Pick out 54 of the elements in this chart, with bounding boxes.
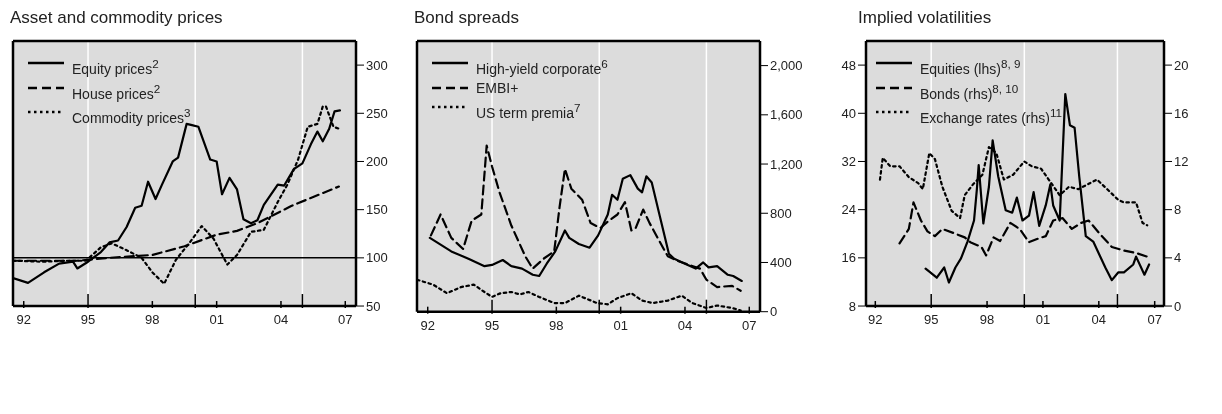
chart-title: Asset and commodity prices	[9, 8, 224, 29]
y-tick-label: 150	[366, 202, 388, 218]
y2-tick-label: 8	[1174, 202, 1182, 218]
y2-tick-label: 0	[1174, 298, 1182, 314]
y2-tick-label: 4	[1174, 250, 1182, 266]
y-tick-label: 40	[841, 105, 856, 121]
x-tick-label: 07	[742, 317, 757, 333]
y-tick-label: 8	[848, 298, 856, 314]
x-tick-label: 95	[484, 317, 500, 333]
legend-label: Commodity prices$^{3}$	[72, 105, 191, 128]
chart-title: Implied volatilities	[857, 8, 993, 29]
y2-tick-label: 16	[1174, 105, 1189, 121]
x-tick-label: 95	[923, 312, 939, 328]
y-tick-label: 24	[841, 202, 856, 218]
x-tick-label: 98	[549, 317, 564, 333]
x-tick-label: 01	[209, 312, 224, 328]
x-tick-label: 04	[1091, 312, 1107, 328]
y-tick-label: 800	[770, 205, 792, 221]
x-tick-label: 04	[677, 317, 693, 333]
x-tick-label: 92	[420, 317, 435, 333]
x-tick-label: 98	[979, 312, 995, 328]
y2-tick-label: 20	[1174, 57, 1189, 73]
legend-label: Equity prices$^{2}$	[72, 56, 159, 79]
y-tick-label: 50	[366, 298, 381, 314]
x-tick-label: 01	[613, 317, 628, 333]
y-tick-label: 32	[841, 154, 856, 170]
legend-label: House prices$^{2}$	[72, 80, 161, 104]
y-tick-label: 100	[366, 250, 388, 266]
y-tick-label: 200	[366, 154, 388, 170]
y-tick-label: 48	[841, 57, 856, 73]
y-tick-label: 1,200	[770, 156, 803, 172]
x-tick-label: 92	[16, 312, 31, 328]
x-tick-label: 07	[338, 312, 353, 328]
legend-label: Bonds (rhs)$^{8, 10}$	[920, 80, 1019, 104]
legend-label: Exchange rates (rhs)$^{11}$	[920, 105, 1063, 128]
y2-tick-label: 12	[1174, 154, 1189, 170]
legend-label: High-yield corporate$^{6}$	[476, 56, 608, 79]
legend-label: Equities (lhs)$^{8, 9}$	[920, 56, 1021, 79]
x-tick-label: 92	[868, 312, 883, 328]
y-tick-label: 400	[770, 255, 792, 271]
y-tick-label: 250	[366, 105, 388, 121]
x-tick-label: 07	[1147, 312, 1162, 328]
y-tick-label: 0	[770, 304, 778, 320]
legend-label: US term premia$^{7}$	[476, 99, 581, 123]
y-tick-label: 1,600	[770, 107, 803, 123]
x-tick-label: 04	[273, 312, 289, 328]
x-tick-label: 95	[80, 312, 96, 328]
x-tick-label: 01	[1035, 312, 1051, 328]
legend-label: EMBI+	[476, 78, 519, 98]
y-tick-label: 300	[366, 57, 388, 73]
y-tick-label: 2,000	[770, 58, 803, 74]
x-tick-label: 98	[145, 312, 160, 328]
chart-title: Bond spreads	[413, 8, 520, 29]
y-tick-label: 16	[841, 250, 856, 266]
